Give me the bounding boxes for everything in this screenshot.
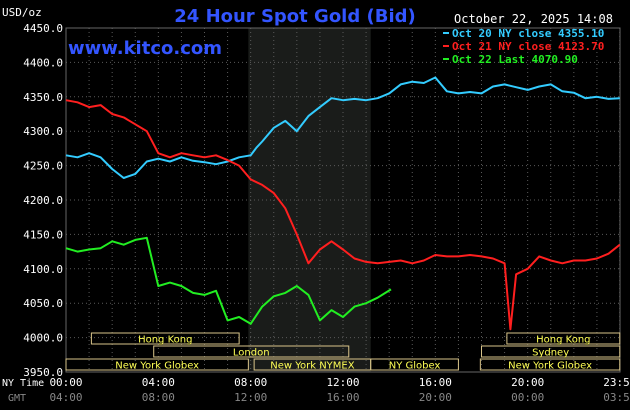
session-bar xyxy=(479,358,621,371)
x-tick-label-gmt: 16:00 xyxy=(326,391,359,404)
x-tick-label-gmt: 00:00 xyxy=(511,391,544,404)
y-tick-label: 4350.0 xyxy=(23,91,63,104)
session-bar xyxy=(481,345,621,358)
y-tick-labels: 4450.0 4400.0 4350.0 4300.0 4250.0 4200.0 4150… xyxy=(23,22,63,379)
session-bar xyxy=(370,358,459,371)
y-tick-label: 4450.0 xyxy=(23,22,63,35)
unit-label: USD/oz xyxy=(2,6,42,19)
session-label: Hong Kong xyxy=(536,335,590,346)
session-bar xyxy=(506,332,621,345)
watermark: www.kitco.com xyxy=(68,38,222,59)
y-tick-label: 4000.0 xyxy=(23,332,63,345)
y-tick-label: 4300.0 xyxy=(23,125,63,138)
y-tick-label: 4150.0 xyxy=(23,228,63,241)
series-line xyxy=(65,236,392,325)
x-tick-label-gmt: 03:59 xyxy=(603,391,630,404)
session-label: London xyxy=(233,348,270,359)
x-tick-label-ny: 23:59 xyxy=(603,376,630,389)
session-bar xyxy=(153,345,350,358)
y-tick-label: 4200.0 xyxy=(23,194,63,207)
y-tick-label: 3950.0 xyxy=(23,366,63,379)
x-tick-label-ny: 16:00 xyxy=(419,376,452,389)
x-tick-label-gmt: 12:00 xyxy=(234,391,267,404)
y-tick-label: 4400.0 xyxy=(23,56,63,69)
legend-entry: Oct 22 Last 4070.90 xyxy=(452,53,578,66)
series-line xyxy=(65,76,620,179)
y-tick-label: 4100.0 xyxy=(23,263,63,276)
gmt-label: GMT xyxy=(8,393,26,404)
session-bars-layer: Hong Kong London New York Globex New York N… xyxy=(65,332,621,372)
session-label: Hong Kong xyxy=(138,335,192,346)
session-bar xyxy=(90,332,240,345)
session-label: New York Globex xyxy=(508,361,592,372)
x-tick-label-ny: 20:00 xyxy=(511,376,544,389)
session-label: Sydney xyxy=(532,348,569,359)
y-tick-label: 4250.0 xyxy=(23,160,63,173)
x-tick-label-ny: 12:00 xyxy=(326,376,359,389)
legend-entry: Oct 20 NY close 4355.10 xyxy=(452,27,604,40)
chart-title: 24 Hour Spot Gold (Bid) xyxy=(174,6,415,27)
x-tick-label-ny: 00:00 xyxy=(49,376,82,389)
series-layer xyxy=(65,76,621,331)
series-line xyxy=(65,99,621,331)
session-label: New York NYMEX xyxy=(270,361,355,372)
x-tick-label-ny: 04:00 xyxy=(142,376,175,389)
session-bar xyxy=(65,358,249,371)
x-tick-label-gmt: 08:00 xyxy=(142,391,175,404)
ny-time-label: NY Time xyxy=(2,378,44,389)
x-tick-label-gmt: 04:00 xyxy=(49,391,82,404)
session-label: New York Globex xyxy=(115,361,199,372)
plot-frame xyxy=(65,27,621,373)
y-tick-label: 4050.0 xyxy=(23,297,63,310)
timestamp: October 22, 2025 14:08 xyxy=(454,12,613,26)
session-label: NY Globex xyxy=(389,361,441,372)
x-tick-label-ny: 08:00 xyxy=(234,376,267,389)
x-tick-label-gmt: 20:00 xyxy=(419,391,452,404)
legend-entry: Oct 21 NY close 4123.70 xyxy=(452,40,604,53)
grid-layer xyxy=(65,27,621,373)
x-tick-labels: 00:00 04:00 08:00 12:00 16:00 20:00 23:59 04:00… xyxy=(49,376,630,404)
